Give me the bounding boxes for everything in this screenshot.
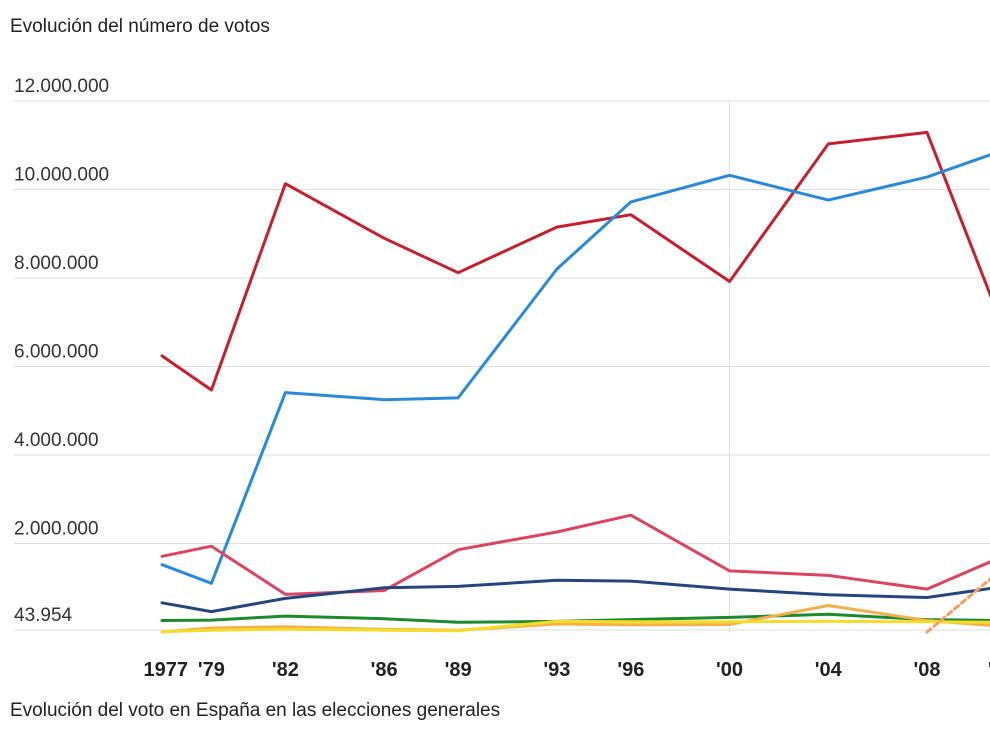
x-tick-label: '86 [371, 659, 398, 681]
x-tick-label: '11 [988, 659, 990, 681]
y-tick-label: 12.000.000 [14, 76, 109, 97]
y-tick-label: 10.000.000 [14, 165, 109, 186]
x-tick-label: '79 [198, 659, 225, 681]
x-tick-label: '82 [272, 659, 299, 681]
chart-title: Evolución del número de votos [10, 16, 270, 37]
series-line-blue [160, 153, 990, 585]
y-tick-label: 8.000.000 [14, 253, 99, 274]
y-axis-ticks: 12.000.000 10.000.000 8.000.000 6.000.000 4.… [14, 76, 109, 626]
series-layer [160, 130, 990, 634]
y-tick-label: 6.000.000 [14, 342, 99, 363]
x-tick-label: '00 [716, 659, 743, 681]
series-line-pink [160, 513, 990, 596]
x-tick-label: '96 [617, 659, 644, 681]
x-tick-label: '89 [445, 659, 472, 681]
series-line-red [160, 130, 990, 392]
y-tick-label: 43.954 [14, 605, 73, 626]
series-line-orange [160, 604, 990, 634]
x-tick-label: '04 [815, 659, 843, 681]
x-axis-ticks: 1977 '79 '82 '86 '89 '93 '96 '00 '04 '08 '11 [144, 659, 990, 681]
chart-caption: Evolución del voto en España en las elec… [10, 700, 501, 721]
x-tick-label: 1977 [144, 659, 189, 681]
x-tick-label: '08 [913, 659, 940, 681]
series-line-navy [160, 578, 990, 614]
y-tick-label: 2.000.000 [14, 519, 99, 540]
series-line-orange-dashed [925, 577, 990, 634]
series-line-yellow [160, 619, 990, 634]
grid-layer [14, 100, 990, 632]
y-tick-label: 4.000.000 [14, 430, 99, 451]
x-tick-label: '93 [543, 659, 570, 681]
